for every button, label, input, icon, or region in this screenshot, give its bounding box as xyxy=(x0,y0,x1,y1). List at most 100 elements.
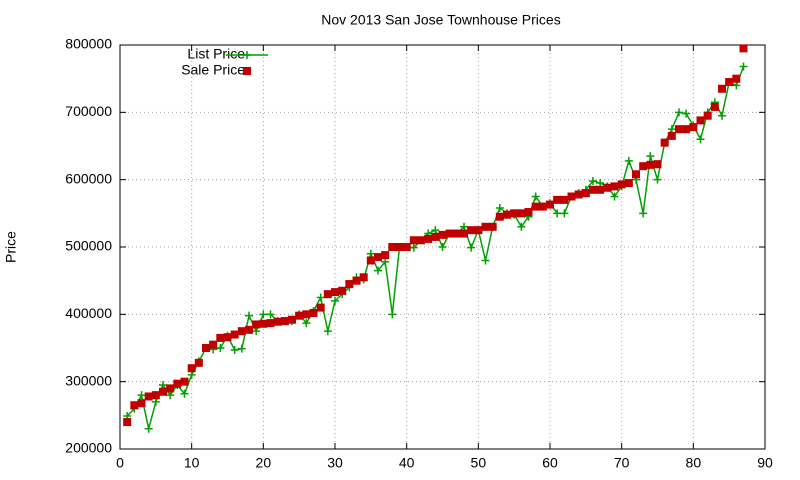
x-tick-label: 70 xyxy=(614,455,630,471)
sale-marker xyxy=(424,234,433,243)
x-tick-label: 30 xyxy=(327,455,343,471)
chart-title: Nov 2013 San Jose Townhouse Prices xyxy=(321,12,560,28)
sale-marker xyxy=(488,222,497,231)
list-marker xyxy=(323,327,332,336)
list-marker xyxy=(675,108,683,117)
list-marker xyxy=(467,243,476,252)
list-marker xyxy=(481,256,490,265)
list-marker xyxy=(151,397,160,406)
x-tick-label: 60 xyxy=(542,455,558,471)
sale-marker xyxy=(374,253,382,262)
list-marker xyxy=(667,125,676,134)
plot-border xyxy=(119,44,766,450)
sale-marker xyxy=(237,327,246,336)
list-marker xyxy=(653,175,662,184)
x-tick-label: 50 xyxy=(471,455,487,471)
sale-marker xyxy=(617,180,626,189)
sale-marker xyxy=(667,131,676,140)
sale-marker xyxy=(252,320,261,329)
list-marker xyxy=(230,346,239,355)
sale-marker xyxy=(431,232,440,241)
sale-marker xyxy=(460,229,468,238)
x-tick-label: 10 xyxy=(184,455,200,471)
y-tick-label: 800000 xyxy=(65,36,112,52)
sale-marker xyxy=(510,209,519,218)
list-marker xyxy=(187,370,196,379)
sale-marker xyxy=(209,340,218,349)
sale-marker xyxy=(467,226,476,235)
sale-marker xyxy=(295,311,304,320)
list-marker xyxy=(682,109,691,118)
sale-marker xyxy=(288,315,296,324)
sale-marker xyxy=(273,317,282,326)
list-marker xyxy=(639,209,648,218)
sale-marker xyxy=(589,185,597,194)
sale-marker xyxy=(689,123,698,132)
x-tick-label: 40 xyxy=(399,455,415,471)
sale-marker xyxy=(481,222,490,231)
sale-marker xyxy=(417,236,425,245)
sale-marker xyxy=(703,111,712,120)
sale-marker xyxy=(710,102,719,111)
legend-marker xyxy=(243,67,251,75)
list-marker xyxy=(553,209,562,218)
sale-marker xyxy=(574,190,583,199)
legend-label: List Price xyxy=(187,46,245,62)
list-marker xyxy=(144,424,153,433)
list-marker xyxy=(237,344,246,353)
x-tick-label: 80 xyxy=(686,455,702,471)
sale-marker xyxy=(359,273,368,282)
sale-marker xyxy=(646,160,655,169)
list-marker xyxy=(159,381,167,390)
list-marker xyxy=(460,222,468,231)
list-marker xyxy=(137,391,146,400)
sale-marker xyxy=(596,185,605,194)
list-marker xyxy=(216,344,225,352)
y-tick-label: 700000 xyxy=(65,103,112,119)
sale-marker xyxy=(180,377,189,386)
sale-marker xyxy=(173,379,182,388)
sale-marker xyxy=(302,310,311,319)
sale-marker xyxy=(137,399,146,408)
sale-marker xyxy=(653,160,662,169)
sale-marker xyxy=(553,195,562,204)
sale-marker xyxy=(718,84,726,93)
sale-marker xyxy=(567,192,576,201)
sale-marker xyxy=(259,319,268,328)
list-marker xyxy=(495,203,504,212)
list-marker xyxy=(646,152,655,161)
sale-marker xyxy=(402,243,411,251)
sale-marker xyxy=(331,288,339,297)
sale-marker xyxy=(159,387,167,396)
list-marker xyxy=(374,266,382,275)
sale-marker xyxy=(395,243,404,251)
sale-marker xyxy=(546,200,554,209)
y-tick-label: 300000 xyxy=(65,372,112,388)
list-marker xyxy=(366,249,375,258)
list-marker xyxy=(732,81,741,90)
list-marker xyxy=(252,327,261,336)
y-tick-label: 400000 xyxy=(65,305,112,321)
sale-marker xyxy=(639,162,648,171)
y-axis-label: Price xyxy=(3,231,19,263)
sale-marker xyxy=(151,391,160,400)
list-marker xyxy=(381,257,390,266)
list-marker xyxy=(316,293,325,302)
list-marker xyxy=(718,111,726,120)
sale-marker xyxy=(560,195,569,204)
sale-marker xyxy=(696,116,705,125)
list-marker xyxy=(180,389,189,398)
list-marker xyxy=(560,209,569,218)
list-marker xyxy=(696,135,705,144)
list-marker xyxy=(245,311,253,320)
sale-marker xyxy=(409,236,418,245)
sale-marker xyxy=(624,179,633,188)
list-marker xyxy=(166,391,175,400)
sale-marker xyxy=(202,344,210,352)
sale-marker xyxy=(517,209,526,218)
sale-marker xyxy=(187,364,196,373)
sale-marker xyxy=(144,392,153,401)
sale-marker xyxy=(739,44,748,53)
sale-marker xyxy=(266,319,275,328)
